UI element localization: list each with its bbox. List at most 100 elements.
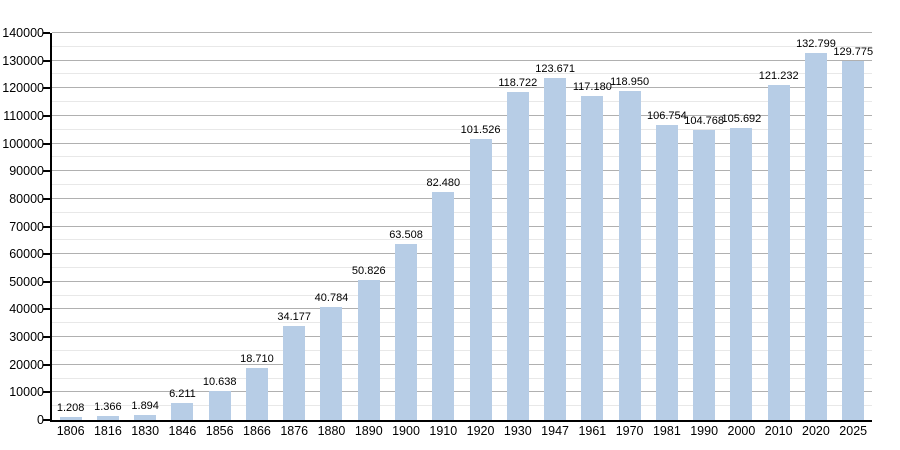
y-axis-tick-label: 40000	[9, 302, 44, 317]
x-axis-tick-label: 2020	[802, 424, 830, 438]
bar	[134, 414, 157, 420]
bar-slot: 6.211	[164, 33, 201, 420]
bar-value-label: 82.480	[426, 177, 461, 190]
bars: 1.208 1.366 1.894 6.211 10.638 18.710 34.177 40…	[52, 33, 874, 420]
bar-value-label: 118.722	[498, 76, 538, 89]
bar-slot: 40.784	[313, 33, 350, 420]
bar-value-label: 117.180	[572, 81, 612, 94]
minor-gridline	[52, 377, 872, 379]
y-axis-tick-label: 140000	[2, 26, 44, 40]
bar	[842, 61, 865, 420]
x-axis-tick-label: 1930	[503, 424, 532, 438]
bar-slot: 50.826	[350, 33, 387, 420]
plot-area: 1.208 1.366 1.894 6.211 10.638 18.710 34.177 40…	[43, 32, 874, 422]
bar-value-label: 1.366	[94, 401, 122, 414]
bar	[320, 307, 343, 420]
y-axis-tick-label: 130000	[2, 53, 44, 68]
bar-value-label: 1.208	[56, 401, 85, 414]
bar-value-label: 129.775	[833, 46, 874, 59]
minor-gridline	[52, 156, 872, 158]
x-axis-tick-label: 1816	[93, 424, 122, 438]
major-gridline	[52, 253, 872, 255]
bar-value-label: 105.692	[721, 112, 762, 125]
bar	[432, 192, 455, 420]
x-axis-labels: 1806 1816 1830 1846 1856 1866 1876 1880 1890 1900…	[52, 424, 872, 438]
bar-slot: 105.692	[721, 33, 762, 420]
x-axis-line	[50, 420, 872, 422]
bar-value-label: 104.768	[684, 115, 725, 128]
major-gridline	[52, 336, 872, 338]
major-gridline	[52, 225, 872, 227]
x-axis-tick-label: 1830	[131, 424, 160, 438]
y-axis-labels: 0 10000 20000 30000 40000 50000 60000 70000 8000…	[0, 26, 44, 427]
bar	[469, 139, 492, 420]
bar	[655, 124, 678, 420]
bar-value-label: 6.211	[169, 387, 196, 400]
y-axis-tick	[43, 32, 50, 34]
bar-value-label: 50.826	[351, 264, 386, 277]
y-axis-tick-label: 30000	[9, 330, 44, 345]
bar-slot: 118.722	[498, 33, 538, 420]
minor-gridline	[52, 45, 872, 47]
bar-slot: 101.526	[460, 33, 501, 420]
major-gridline	[52, 280, 872, 282]
x-axis-tick-label: 1880	[317, 424, 346, 438]
minor-gridline	[52, 73, 872, 75]
bar	[730, 127, 753, 420]
major-gridline	[52, 197, 872, 199]
minor-gridline	[52, 405, 872, 407]
bar-slot: 1.894	[127, 33, 164, 420]
bar-slot: 132.799	[796, 33, 836, 420]
y-axis-line	[50, 33, 52, 420]
y-axis-tick	[43, 280, 50, 283]
major-gridline	[52, 391, 872, 393]
bar	[506, 91, 529, 420]
y-axis-tick	[43, 419, 50, 421]
bar-value-label: 132.799	[796, 37, 836, 50]
bar-slot: 106.754	[647, 33, 687, 420]
bar-slot: 117.180	[572, 33, 612, 420]
x-axis-tick-label: 1970	[615, 424, 644, 438]
bar-value-label: 101.526	[460, 124, 501, 137]
x-axis-tick-label: 1910	[429, 424, 458, 438]
bar	[245, 368, 268, 420]
y-axis-tick-label: 70000	[9, 219, 44, 234]
y-axis-tick-label: 0	[37, 413, 44, 427]
minor-gridline	[52, 101, 872, 103]
x-axis-tick-label: 1947	[541, 424, 569, 438]
minor-gridline	[52, 294, 872, 296]
bar-value-label: 118.950	[610, 76, 650, 89]
y-axis-tick	[43, 391, 50, 394]
y-axis-tick	[43, 308, 50, 311]
major-gridline	[52, 59, 872, 61]
y-axis-tick	[43, 197, 50, 200]
x-axis-tick-label: 2000	[727, 424, 756, 438]
bar-slot: 18.710	[238, 33, 275, 420]
major-gridline	[52, 308, 872, 310]
bar	[208, 390, 231, 420]
bar	[171, 402, 194, 420]
y-axis-tick	[43, 225, 50, 228]
bar-value-label: 106.754	[647, 109, 687, 122]
y-axis-tick-label: 20000	[9, 357, 44, 372]
bar-value-label: 123.671	[535, 63, 575, 76]
x-axis-tick-label: 1920	[466, 424, 495, 438]
y-axis-tick	[43, 114, 50, 117]
bar	[544, 78, 567, 420]
y-axis-tick-label: 120000	[2, 81, 44, 96]
y-axis-tick-label: 110000	[3, 108, 44, 123]
y-axis-tick	[43, 253, 50, 256]
y-axis-tick-label: 100000	[2, 136, 44, 151]
bar-slot: 123.671	[535, 33, 575, 420]
bar	[283, 325, 306, 420]
bar-value-label: 1.894	[131, 399, 159, 412]
bar-value-label: 10.638	[202, 375, 237, 388]
bar-slot: 121.232	[758, 33, 799, 420]
bar-value-label: 18.710	[240, 353, 274, 366]
x-axis-tick-label: 1876	[280, 424, 309, 438]
bar-slot: 129.775	[833, 33, 874, 420]
major-gridline	[52, 363, 872, 365]
bar-value-label: 121.232	[758, 69, 799, 82]
bar	[357, 279, 380, 420]
